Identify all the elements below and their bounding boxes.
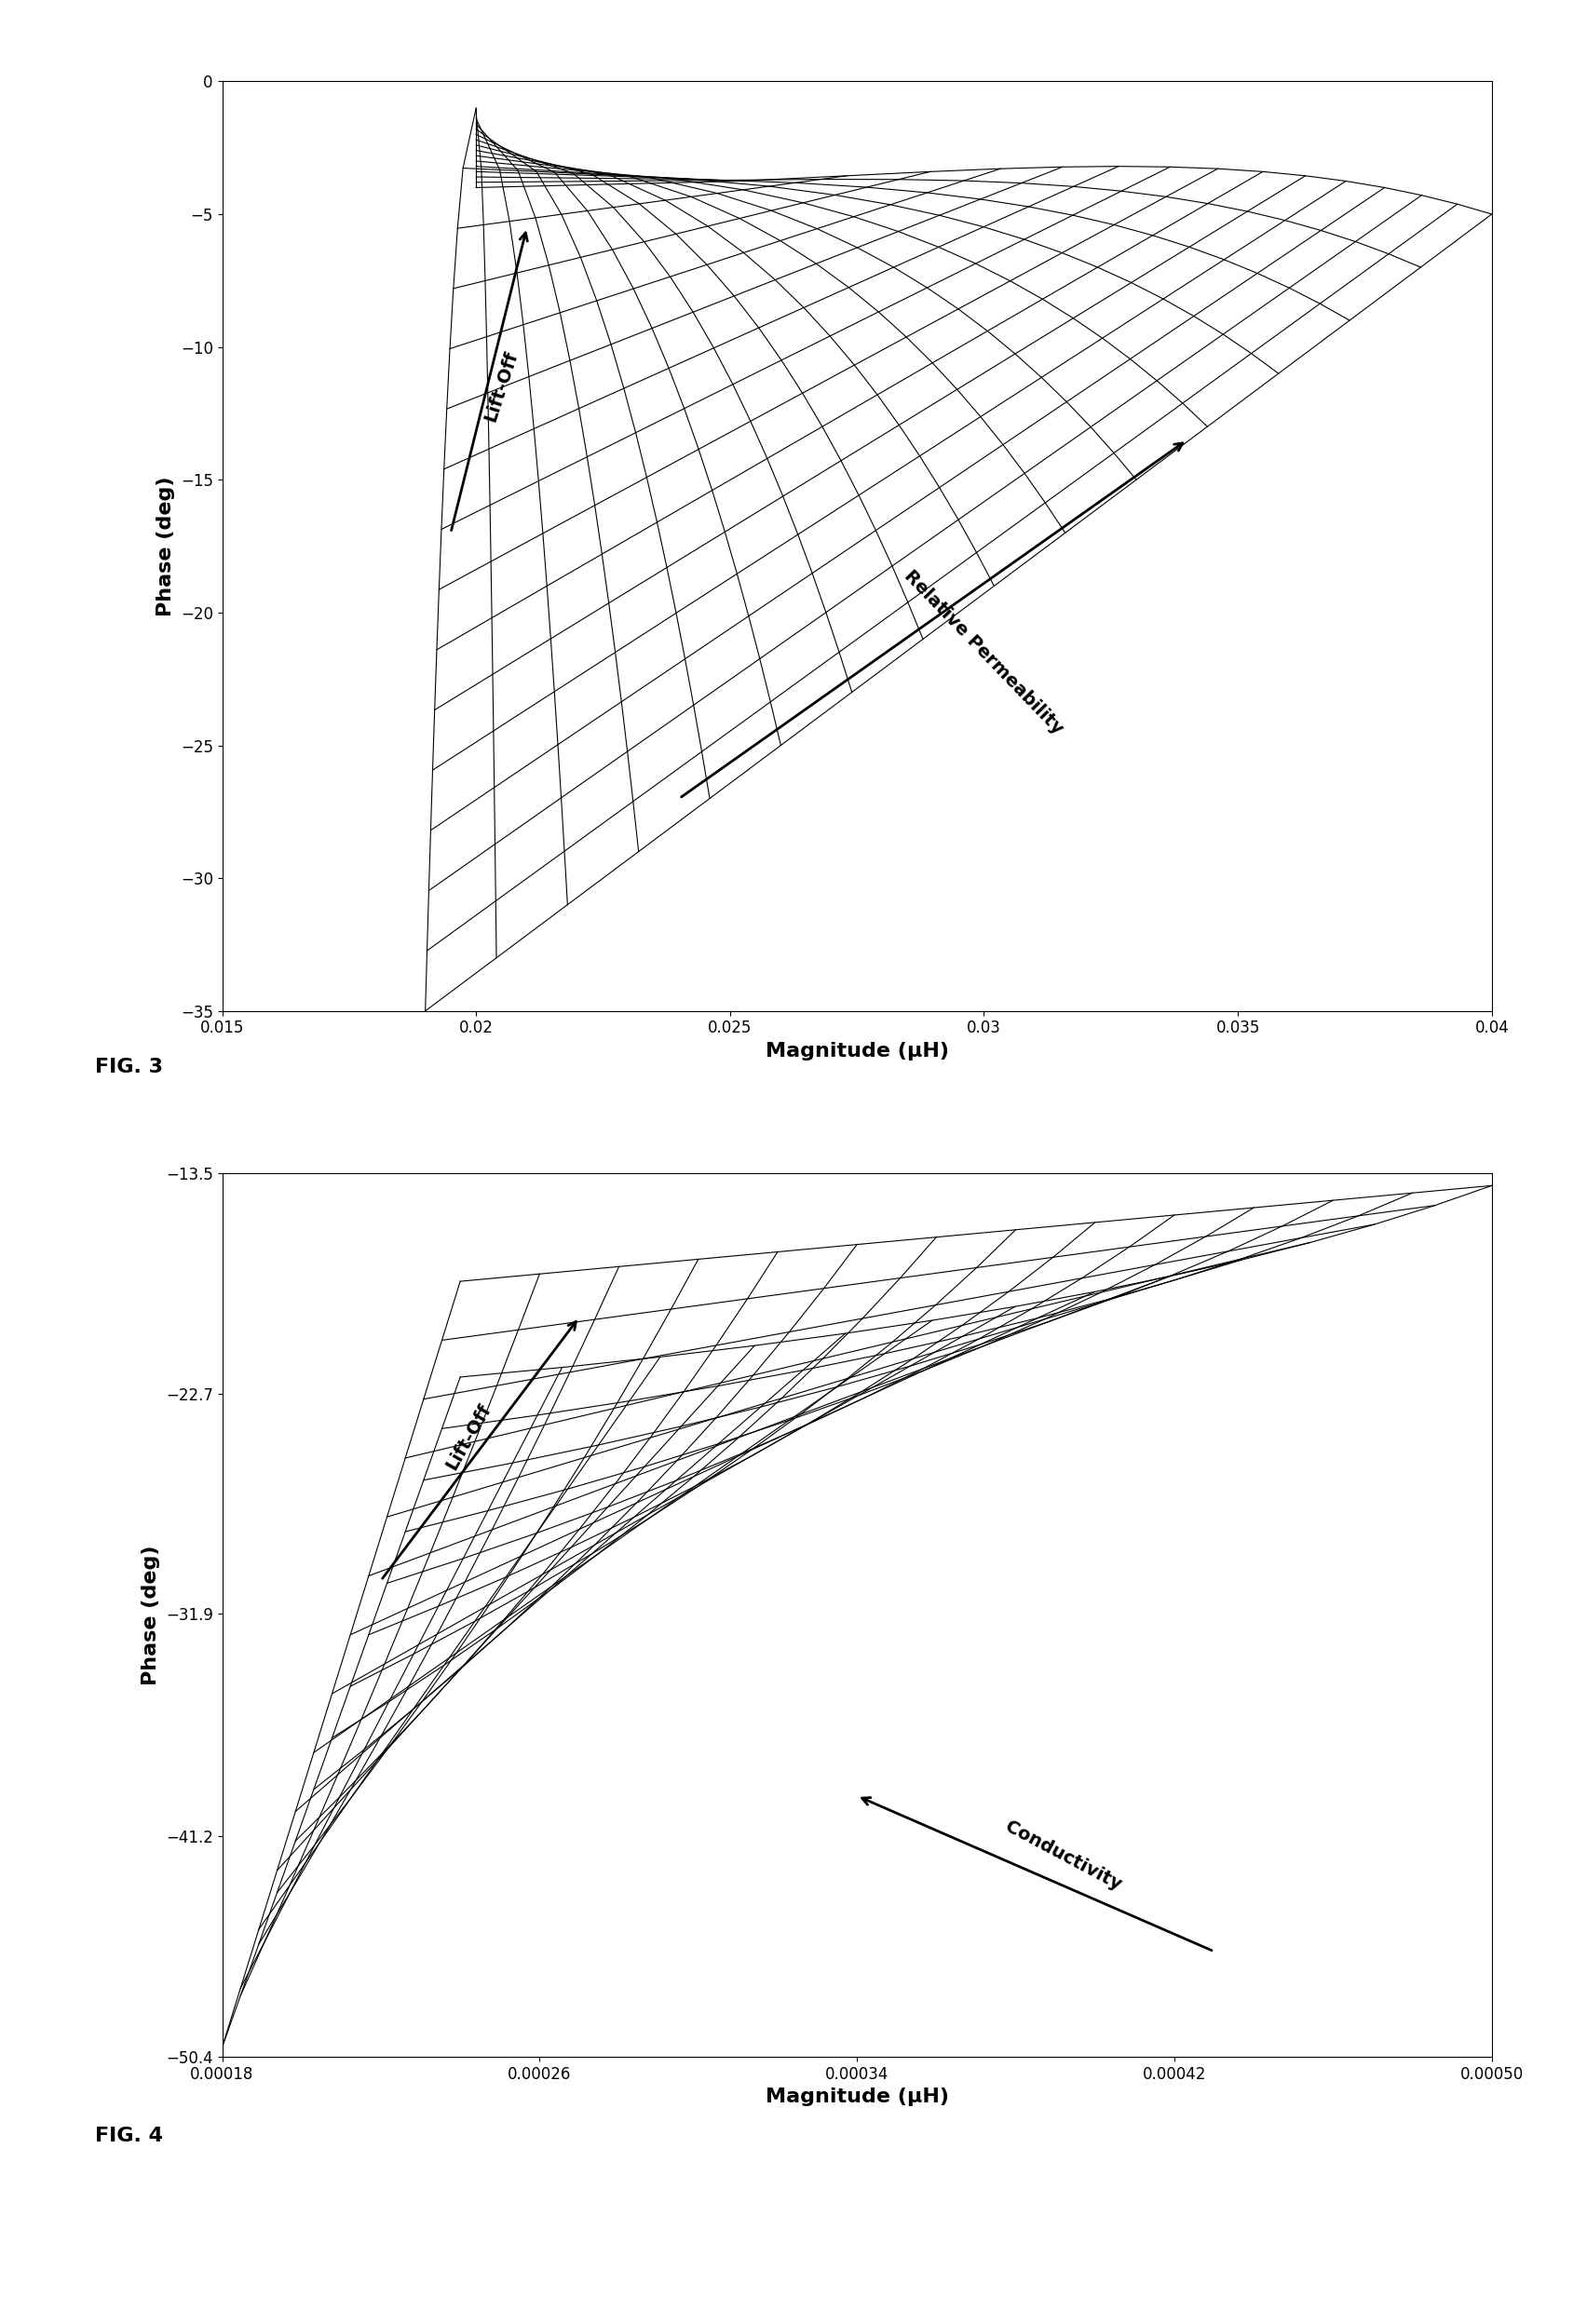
Y-axis label: Phase (deg): Phase (deg) [141, 1545, 160, 1685]
Text: Lift-Off: Lift-Off [482, 349, 521, 425]
Text: FIG. 4: FIG. 4 [95, 2126, 163, 2145]
Y-axis label: Phase (deg): Phase (deg) [157, 476, 175, 616]
X-axis label: Magnitude (μH): Magnitude (μH) [765, 2087, 949, 2106]
X-axis label: Magnitude (μH): Magnitude (μH) [765, 1041, 949, 1060]
Text: Relative Permeability: Relative Permeability [901, 567, 1066, 737]
Text: Lift-Off: Lift-Off [443, 1401, 494, 1473]
Text: FIG. 3: FIG. 3 [95, 1057, 163, 1076]
Text: Conductivity: Conductivity [1001, 1817, 1125, 1894]
